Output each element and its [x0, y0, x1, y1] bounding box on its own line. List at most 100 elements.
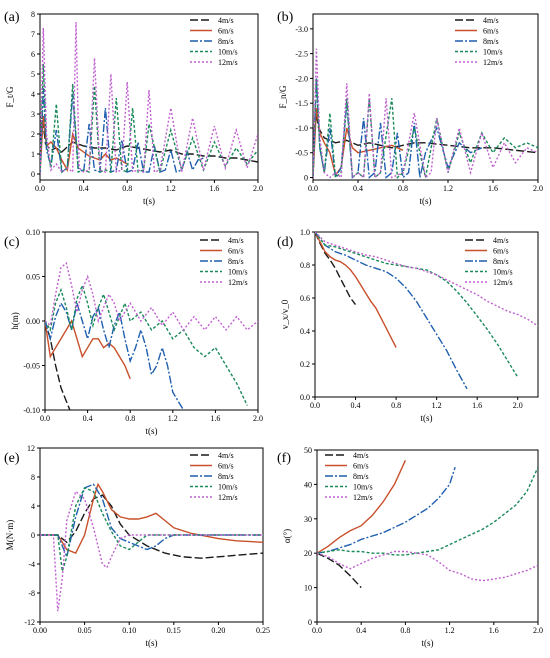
y-tick-label: 0	[31, 170, 35, 179]
x-tick-label: 0.4	[83, 414, 93, 423]
y-tick-label: 0.10	[26, 228, 40, 237]
y-tick-label: -8	[28, 589, 35, 598]
legend-entry: 8m/s	[228, 257, 244, 266]
x-tick-label: 1.2	[166, 184, 176, 193]
y-tick-label: 0	[308, 618, 312, 627]
y-tick-label: 4	[31, 90, 35, 99]
series-line-6m-s	[45, 319, 131, 380]
y-tick-label: 50	[304, 446, 312, 455]
y-tick-label: 0	[31, 531, 35, 540]
y-axis-label: F_t/G	[5, 86, 15, 108]
x-tick-label: 2.0	[253, 184, 263, 193]
x-tick-label: 1.6	[472, 401, 482, 410]
legend-entry: 8m/s	[483, 37, 499, 46]
y-tick-label: 8	[31, 473, 35, 482]
y-axis-label: v_x/v_0	[280, 299, 290, 329]
y-tick-label: 1	[31, 150, 35, 159]
series-line-10m-s	[317, 466, 538, 556]
legend-entry: 12m/s	[218, 58, 238, 67]
legend-entry: 8m/s	[218, 472, 234, 481]
series-line-4m-s	[313, 107, 538, 178]
chart-panel-b: 0.0 0.4 0.8 1.2 1.6 2.0 0 -0.5 -1.0 -1.5 -2.0 -2.5 -…	[277, 10, 543, 206]
x-tick-label: 2.0	[513, 401, 523, 410]
legend-entry: 4m/s	[483, 16, 499, 25]
y-tick-label: -12	[24, 618, 35, 627]
y-tick-label: -2.0	[295, 74, 308, 83]
panel-label: (c)	[4, 235, 20, 250]
legend-entry: 6m/s	[218, 27, 234, 36]
series-line-6m-s	[40, 482, 263, 554]
plot-frame	[316, 449, 539, 623]
legend-entry: 6m/s	[483, 27, 499, 36]
y-tick-label: 3	[31, 110, 35, 119]
series-line-8m-s	[40, 483, 263, 560]
x-tick-label: 0.0	[35, 184, 45, 193]
y-tick-label: 30	[304, 515, 312, 524]
x-axis-label: t(s)	[422, 638, 434, 648]
legend-entry: 12m/s	[228, 278, 248, 287]
x-axis-label: t(s)	[143, 196, 155, 206]
series-group	[315, 232, 538, 390]
y-tick-label: 1.0	[300, 228, 310, 237]
y-tick-label: -0.05	[23, 362, 40, 371]
x-tick-label: 1.2	[432, 401, 442, 410]
y-tick-label: -1.0	[295, 124, 308, 133]
y-tick-label: -0.5	[295, 149, 308, 158]
series-line-12m-s	[45, 261, 258, 332]
legend-entry: 4m/s	[493, 236, 509, 245]
legend-entry: 4m/s	[353, 451, 369, 460]
x-tick-label: 0.8	[400, 626, 410, 635]
legend-entry: 12m/s	[493, 278, 513, 287]
panel-label: (e)	[4, 451, 20, 466]
x-tick-label: 1.6	[488, 184, 498, 193]
y-tick-label: -2.5	[295, 50, 308, 59]
plot-frame	[312, 13, 539, 181]
legend-entry: 6m/s	[218, 462, 234, 471]
x-tick-label: 0.10	[122, 626, 136, 635]
y-tick-label: 0.00	[26, 317, 40, 326]
series-line-6m-s	[313, 108, 404, 178]
legend-entry: 6m/s	[493, 247, 509, 256]
series-line-4m-s	[317, 552, 362, 589]
y-tick-label: 2	[31, 130, 35, 139]
x-tick-label: 1.2	[445, 626, 455, 635]
chart-panel-a: 0.0 0.4 0.8 1.2 1.6 2.0 0 1 2 3 4 5 6 7 8 t(s) F_t/G (a) 4…	[4, 10, 263, 206]
x-tick-label: 1.2	[443, 184, 453, 193]
series-line-12m-s	[40, 21, 258, 175]
x-tick-label: 0.0	[40, 414, 50, 423]
x-tick-label: 0.0	[308, 184, 318, 193]
y-tick-label: 12	[27, 444, 35, 453]
y-tick-label: -3.0	[295, 25, 308, 34]
series-line-12m-s	[40, 490, 263, 612]
series-line-8m-s	[315, 232, 468, 390]
x-tick-label: 1.6	[489, 626, 499, 635]
legend-entry: 8m/s	[353, 472, 369, 481]
y-tick-label: 20	[304, 549, 312, 558]
x-tick-label: 0.0	[312, 626, 322, 635]
series-line-6m-s	[315, 232, 397, 348]
legend-entry: 12m/s	[353, 493, 373, 502]
x-tick-label: 0.4	[351, 401, 361, 410]
chart-panel-e: 0.00 0.05 0.10 0.15 0.20 0.25 -12 -8 -4 0 4 8 12 t(s)…	[4, 444, 270, 648]
x-axis-label: t(s)	[421, 413, 433, 423]
chart-panel-f: 0.0 0.4 0.8 1.2 1.6 2.0 0 10 20 30 40 50 t(s) α(°) (f)…	[277, 446, 543, 648]
legend-entry: 10m/s	[218, 48, 238, 57]
y-axis-label: M(N·m)	[5, 520, 15, 551]
chart-panel-c: 0.0 0.4 0.8 1.2 1.6 2.0 -0.10 -0.05 0.00 0.05 0.10…	[4, 228, 263, 436]
y-tick-label: 0.8	[300, 261, 310, 270]
series-group	[40, 482, 263, 612]
chart-panel-d: 0.0 0.4 0.8 1.2 1.6 2.0 0.0 0.2 0.4 0.6 0.8 1.0 t(s)…	[277, 228, 539, 423]
y-tick-label: 0.6	[300, 294, 310, 303]
series-line-12m-s	[317, 550, 538, 582]
y-tick-label: -0.10	[23, 406, 40, 415]
x-tick-label: 0.20	[211, 626, 225, 635]
series-line-8m-s	[313, 78, 483, 180]
x-tick-label: 0.0	[310, 401, 320, 410]
y-tick-label: 0.2	[300, 360, 310, 369]
